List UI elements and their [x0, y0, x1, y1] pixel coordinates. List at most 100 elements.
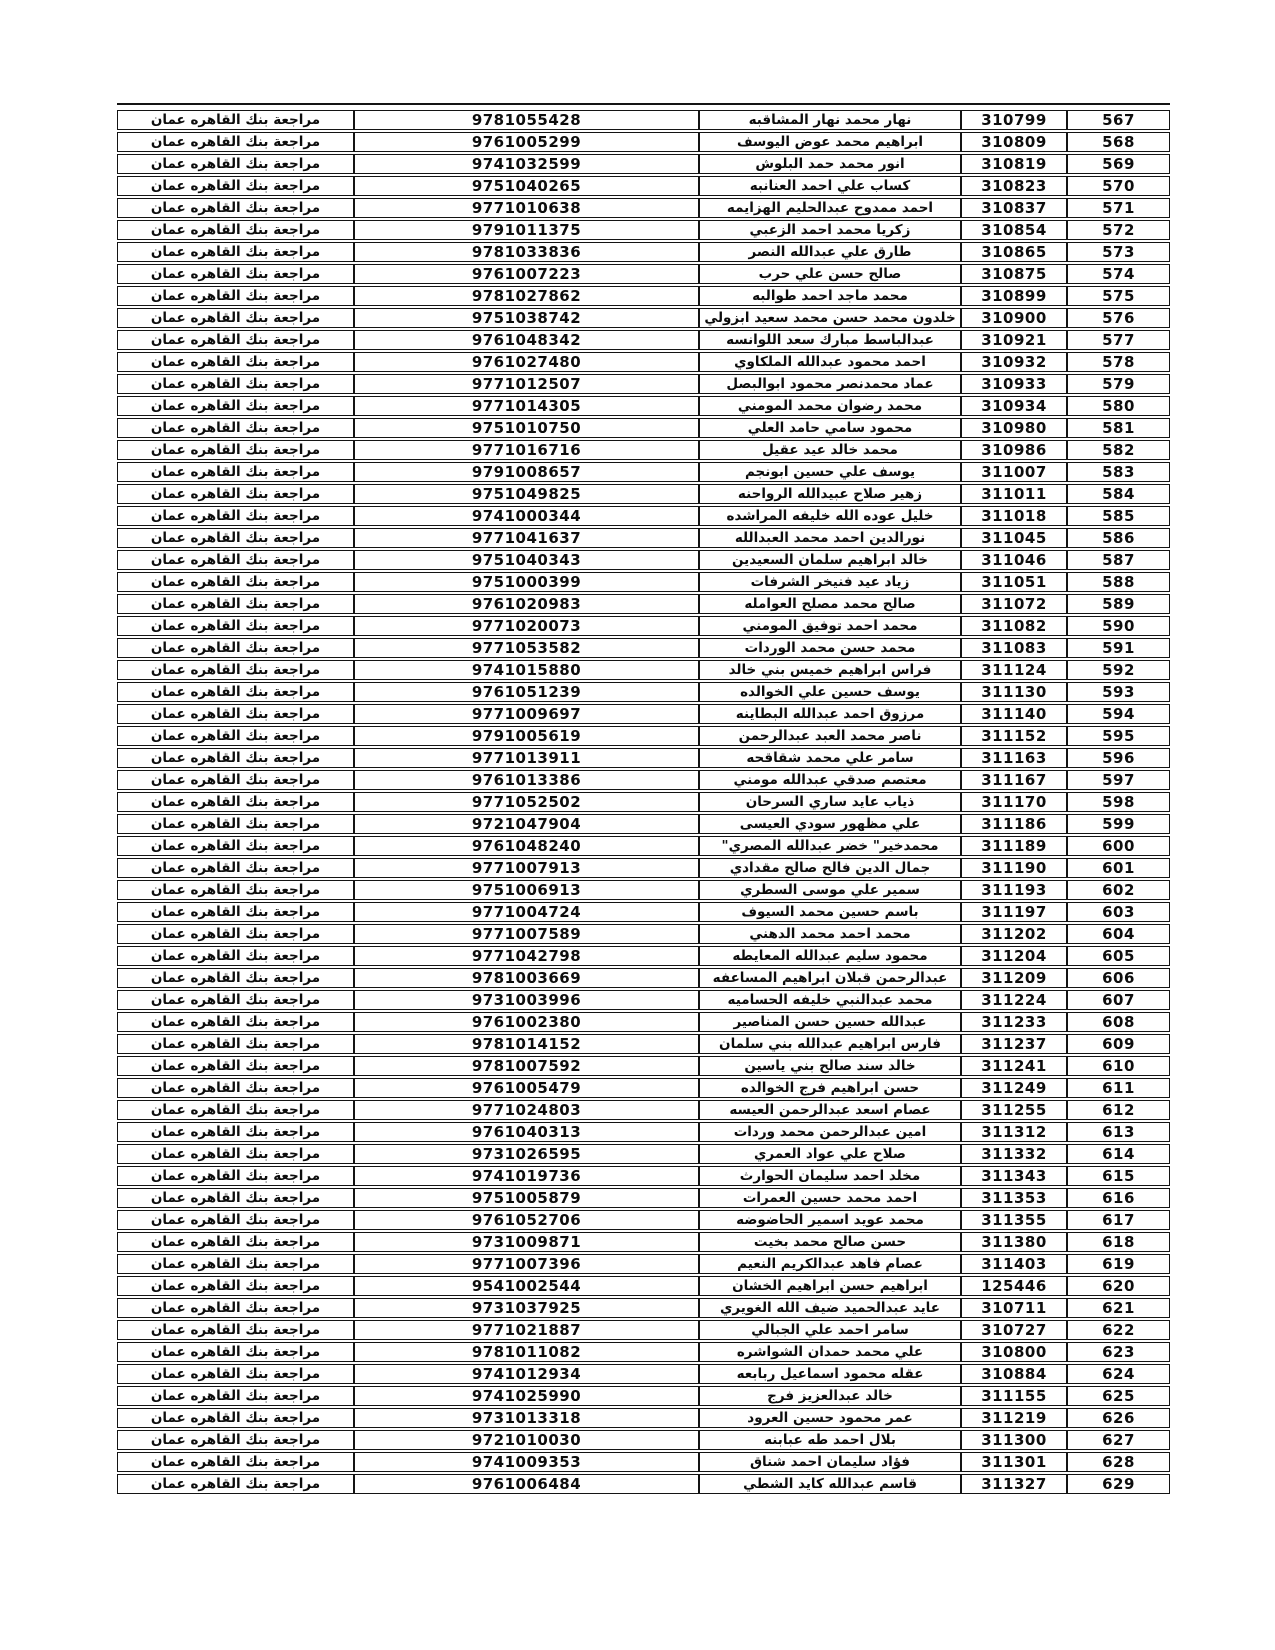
national-number-cell: 9771042798	[354, 946, 699, 966]
id-cell: 310934	[961, 396, 1067, 416]
id-cell: 311011	[961, 484, 1067, 504]
review-cell: مراجعة بنك القاهره عمان	[117, 1430, 354, 1450]
review-cell: مراجعة بنك القاهره عمان	[117, 1298, 354, 1318]
table-row: مراجعة بنك القاهره عمان 9771009697 مرزوق ا…	[117, 704, 1170, 724]
id-cell: 311155	[961, 1386, 1067, 1406]
serial-cell: 592	[1067, 660, 1170, 680]
id-cell: 310980	[961, 418, 1067, 438]
serial-cell: 570	[1067, 176, 1170, 196]
national-number-cell: 9731037925	[354, 1298, 699, 1318]
serial-cell: 627	[1067, 1430, 1170, 1450]
name-cell: صالح محمد مصلح العوامله	[699, 594, 961, 614]
name-cell: محمد رضوان محمد المومني	[699, 396, 961, 416]
serial-cell: 569	[1067, 154, 1170, 174]
review-cell: مراجعة بنك القاهره عمان	[117, 352, 354, 372]
id-cell: 311130	[961, 682, 1067, 702]
serial-cell: 581	[1067, 418, 1170, 438]
table-row: مراجعة بنك القاهره عمان 9761048240 محمدخير…	[117, 836, 1170, 856]
id-cell: 311233	[961, 1012, 1067, 1032]
review-cell: مراجعة بنك القاهره عمان	[117, 418, 354, 438]
serial-cell: 595	[1067, 726, 1170, 746]
national-number-cell: 9781027862	[354, 286, 699, 306]
name-cell: يوسف حسين علي الخوالده	[699, 682, 961, 702]
serial-cell: 617	[1067, 1210, 1170, 1230]
table-row: مراجعة بنك القاهره عمان 9721010030 بلال اح…	[117, 1430, 1170, 1450]
review-cell: مراجعة بنك القاهره عمان	[117, 1056, 354, 1076]
name-cell: محمود سامي حامد العلي	[699, 418, 961, 438]
table-row: مراجعة بنك القاهره عمان 9781027862 محمد ما…	[117, 286, 1170, 306]
serial-cell: 606	[1067, 968, 1170, 988]
name-cell: مخلد احمد سليمان الحوارث	[699, 1166, 961, 1186]
national-number-cell: 9731003996	[354, 990, 699, 1010]
serial-cell: 574	[1067, 264, 1170, 284]
name-cell: باسم حسين محمد السيوف	[699, 902, 961, 922]
national-number-cell: 9771009697	[354, 704, 699, 724]
national-number-cell: 9761006484	[354, 1474, 699, 1494]
id-cell: 310884	[961, 1364, 1067, 1384]
name-cell: ابراهيم حسن ابراهيم الخشان	[699, 1276, 961, 1296]
name-cell: خلدون محمد حسن محمد سعيد ابزولي	[699, 308, 961, 328]
national-number-cell: 9771053582	[354, 638, 699, 658]
serial-cell: 599	[1067, 814, 1170, 834]
name-cell: كساب علي احمد العنانبه	[699, 176, 961, 196]
serial-cell: 580	[1067, 396, 1170, 416]
table-row: مراجعة بنك القاهره عمان 9731037925 عايد عب…	[117, 1298, 1170, 1318]
review-cell: مراجعة بنك القاهره عمان	[117, 1254, 354, 1274]
id-cell: 311249	[961, 1078, 1067, 1098]
serial-cell: 582	[1067, 440, 1170, 460]
table-row: مراجعة بنك القاهره عمان 9771024803 عصام اس…	[117, 1100, 1170, 1120]
name-cell: خالد سند صالح بني ياسين	[699, 1056, 961, 1076]
national-number-cell: 9761002380	[354, 1012, 699, 1032]
national-number-cell: 9751040265	[354, 176, 699, 196]
review-cell: مراجعة بنك القاهره عمان	[117, 176, 354, 196]
national-number-cell: 9791011375	[354, 220, 699, 240]
review-cell: مراجعة بنك القاهره عمان	[117, 264, 354, 284]
serial-cell: 629	[1067, 1474, 1170, 1494]
national-number-cell: 9761048240	[354, 836, 699, 856]
id-cell: 311190	[961, 858, 1067, 878]
id-cell: 310899	[961, 286, 1067, 306]
national-number-cell: 9781014152	[354, 1034, 699, 1054]
table-row: مراجعة بنك القاهره عمان 9761051239 يوسف حس…	[117, 682, 1170, 702]
id-cell: 311300	[961, 1430, 1067, 1450]
id-cell: 311072	[961, 594, 1067, 614]
id-cell: 311046	[961, 550, 1067, 570]
id-cell: 311082	[961, 616, 1067, 636]
name-cell: عمر محمود حسين العرود	[699, 1408, 961, 1428]
table-row: مراجعة بنك القاهره عمان 9761027480 احمد مح…	[117, 352, 1170, 372]
table-row: مراجعة بنك القاهره عمان 9731009871 حسن صال…	[117, 1232, 1170, 1252]
id-cell: 311224	[961, 990, 1067, 1010]
serial-cell: 622	[1067, 1320, 1170, 1340]
table-row: مراجعة بنك القاهره عمان 9761040313 امين عب…	[117, 1122, 1170, 1142]
id-cell: 311186	[961, 814, 1067, 834]
national-number-cell: 9761005479	[354, 1078, 699, 1098]
name-cell: ذياب عايد ساري السرحان	[699, 792, 961, 812]
id-cell: 311241	[961, 1056, 1067, 1076]
name-cell: محمد احمد توفيق المومني	[699, 616, 961, 636]
national-number-cell: 9761027480	[354, 352, 699, 372]
table-row: مراجعة بنك القاهره عمان 9741032599 انور مح…	[117, 154, 1170, 174]
national-number-cell: 9781033836	[354, 242, 699, 262]
national-number-cell: 9771010638	[354, 198, 699, 218]
table-row: مراجعة بنك القاهره عمان 9791005619 ناصر مح…	[117, 726, 1170, 746]
id-cell: 311219	[961, 1408, 1067, 1428]
review-cell: مراجعة بنك القاهره عمان	[117, 792, 354, 812]
id-cell: 310986	[961, 440, 1067, 460]
id-cell: 311204	[961, 946, 1067, 966]
review-cell: مراجعة بنك القاهره عمان	[117, 990, 354, 1010]
name-cell: عقله محمود اسماعيل ربابعه	[699, 1364, 961, 1384]
id-cell: 310865	[961, 242, 1067, 262]
serial-cell: 611	[1067, 1078, 1170, 1098]
serial-cell: 610	[1067, 1056, 1170, 1076]
name-cell: زياد عيد فنيخر الشرفات	[699, 572, 961, 592]
name-cell: انور محمد حمد البلوش	[699, 154, 961, 174]
national-number-cell: 9741025990	[354, 1386, 699, 1406]
review-cell: مراجعة بنك القاهره عمان	[117, 1452, 354, 1472]
name-cell: محمد خالد عيد عقيل	[699, 440, 961, 460]
table-row: مراجعة بنك القاهره عمان 9751049825 زهير صل…	[117, 484, 1170, 504]
national-number-cell: 9761048342	[354, 330, 699, 350]
national-number-cell: 9751005879	[354, 1188, 699, 1208]
name-cell: سامر احمد علي الجبالي	[699, 1320, 961, 1340]
review-cell: مراجعة بنك القاهره عمان	[117, 308, 354, 328]
